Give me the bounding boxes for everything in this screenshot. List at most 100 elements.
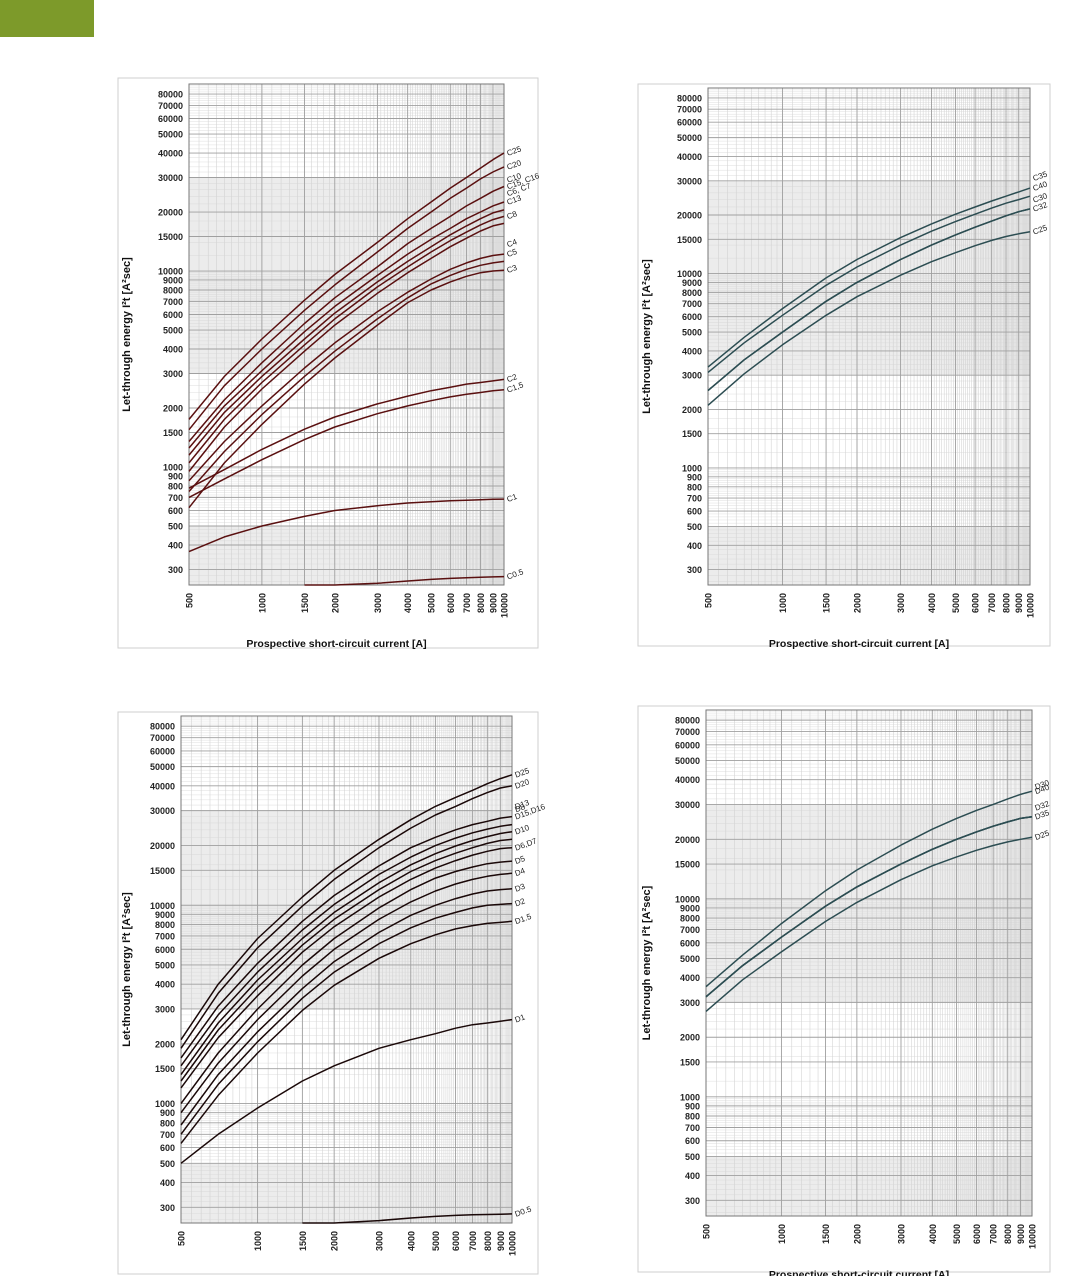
y-tick-label: 70000: [158, 101, 183, 111]
y-tick-label: 50000: [677, 133, 702, 143]
series-line-d13: [180, 823, 513, 1067]
series-line-c30: [707, 208, 1031, 392]
y-tick-label: 3000: [155, 1004, 175, 1014]
series-line-c20: [188, 166, 505, 431]
y-tick-label: 80000: [677, 93, 702, 103]
series-line-c6-c7: [188, 222, 505, 472]
x-tick-label: 4000: [927, 593, 937, 613]
series-label-c3: C3: [506, 263, 519, 275]
y-tick-label: 60000: [677, 118, 702, 128]
y-tick-label: 30000: [677, 176, 702, 186]
x-tick-label: 7000: [989, 1224, 999, 1244]
series-line-d25: [705, 836, 1033, 1012]
y-tick-label: 500: [160, 1159, 175, 1169]
y-tick-label: 15000: [150, 866, 175, 876]
y-tick-label: 30000: [675, 800, 700, 810]
y-tick-label: 500: [687, 522, 702, 532]
x-tick-label: 5000: [952, 1224, 962, 1244]
y-tick-label: 4000: [155, 980, 175, 990]
x-axis-label: Prospective short-circuit current [A]: [769, 1269, 949, 1276]
y-tick-label: 500: [685, 1152, 700, 1162]
y-tick-label: 70000: [677, 105, 702, 115]
x-tick-label: 3000: [896, 1224, 906, 1244]
y-tick-label: 6000: [163, 310, 183, 320]
y-tick-label: 300: [160, 1203, 175, 1213]
y-tick-label: 60000: [675, 740, 700, 750]
y-tick-label: 60000: [158, 114, 183, 124]
series-line-c1: [188, 498, 505, 553]
series-line-d25: [180, 774, 513, 1041]
series-label-d3: D3: [514, 882, 527, 894]
y-tick-label: 700: [160, 1130, 175, 1140]
y-tick-label: 400: [687, 541, 702, 551]
y-tick-label: 800: [685, 1112, 700, 1122]
y-tick-label: 10000: [158, 267, 183, 277]
y-tick-label: 2000: [163, 404, 183, 414]
y-tick-label: 70000: [150, 733, 175, 743]
series-line-d4: [180, 872, 513, 1114]
plot-border: [705, 709, 1033, 1217]
series-line-d6-d7: [180, 846, 513, 1089]
y-tick-label: 30000: [158, 173, 183, 183]
y-tick-label: 20000: [158, 208, 183, 218]
y-tick-label: 1500: [682, 429, 702, 439]
series-label-c5: C5: [506, 247, 519, 259]
grid-band: [706, 958, 1032, 1003]
y-tick-label: 400: [685, 1171, 700, 1181]
y-tick-label: 9000: [680, 903, 700, 913]
y-tick-label: 8000: [682, 288, 702, 298]
series-line-c10: [188, 209, 505, 456]
series-label-d4: D4: [514, 866, 527, 878]
y-tick-label: 1500: [163, 428, 183, 438]
x-tick-label: 1000: [253, 1231, 263, 1251]
series-line-d1: [180, 1018, 513, 1164]
y-tick-label: 7000: [680, 925, 700, 935]
y-tick-label: 7000: [163, 297, 183, 307]
y-tick-label: 7000: [155, 931, 175, 941]
y-tick-label: 40000: [677, 152, 702, 162]
x-tick-label: 8000: [476, 593, 486, 613]
y-tick-label: 5000: [155, 960, 175, 970]
x-tick-label: 9000: [496, 1231, 506, 1251]
grid-band: [708, 332, 1030, 376]
y-tick-label: 800: [168, 481, 183, 491]
y-tick-label: 500: [168, 522, 183, 532]
y-tick-label: 900: [168, 471, 183, 481]
x-axis-label: Prospective short-circuit current [A]: [246, 638, 426, 650]
series-line-c8: [188, 215, 505, 464]
x-tick-label: 6000: [971, 593, 981, 613]
x-tick-label: 6000: [972, 1224, 982, 1244]
y-tick-label: 7000: [682, 299, 702, 309]
y-tick-label: 1500: [155, 1064, 175, 1074]
series-label-c8: C8: [506, 209, 519, 221]
y-tick-label: 80000: [675, 716, 700, 726]
y-tick-label: 1000: [163, 463, 183, 473]
x-tick-label: 5000: [431, 1231, 441, 1251]
x-tick-label: 3000: [896, 593, 906, 613]
y-tick-label: 900: [160, 1108, 175, 1118]
y-tick-label: 20000: [677, 210, 702, 220]
x-tick-label: 2000: [853, 593, 863, 613]
series-line-d40: [705, 790, 1033, 988]
y-tick-label: 600: [160, 1143, 175, 1153]
x-tick-label: 10000: [1026, 593, 1036, 618]
y-tick-label: 5000: [682, 328, 702, 338]
y-tick-label: 80000: [150, 722, 175, 732]
series-label-c4: C4: [506, 237, 519, 249]
y-tick-label: 40000: [150, 781, 175, 791]
y-tick-label: 9000: [163, 275, 183, 285]
x-tick-label: 8000: [1002, 593, 1012, 613]
x-tick-label: 4000: [403, 593, 413, 613]
y-tick-label: 1000: [682, 463, 702, 473]
x-tick-label: 7000: [468, 1231, 478, 1251]
y-tick-label: 6000: [680, 938, 700, 948]
y-tick-label: 9000: [155, 910, 175, 920]
y-tick-label: 8000: [163, 286, 183, 296]
y-tick-label: 2000: [155, 1039, 175, 1049]
series-line-c25: [188, 152, 505, 420]
series-line-d20: [180, 785, 513, 1049]
series-line-d10: [180, 830, 513, 1076]
x-tick-label: 500: [704, 593, 714, 608]
y-tick-label: 15000: [675, 860, 700, 870]
series-line-c13: [188, 201, 505, 449]
